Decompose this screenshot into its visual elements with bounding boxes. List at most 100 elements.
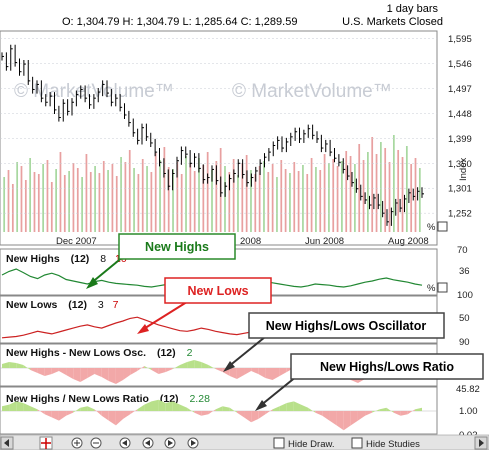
y-axis-label: Index (458, 158, 469, 181)
new-lows-callout-box (164, 277, 272, 304)
ratio-value: 2.28 (189, 393, 210, 405)
volume-bar (20, 166, 23, 232)
volume-bar (180, 174, 183, 232)
hide-draw-toggle[interactable]: Hide Draw. (273, 437, 334, 450)
volume-bar (323, 154, 326, 232)
main-percent-checkbox[interactable] (437, 221, 448, 232)
area-segment (329, 411, 337, 426)
volume-bar (206, 152, 209, 232)
new-lows-callout: New Lows (137, 277, 272, 334)
volume-bar (163, 147, 166, 232)
area-segment (115, 368, 124, 384)
volume-bar (211, 170, 213, 232)
volume-bar (120, 157, 122, 232)
area-segment (73, 407, 81, 413)
main-y-axis: 1,595 1,546 1,497 1,448 1,399 1,350 1,301 1,252 (448, 34, 472, 220)
volume-bar (358, 144, 361, 232)
area-segment (322, 411, 330, 421)
area-segment (144, 366, 152, 370)
volume-bar (388, 162, 391, 232)
volume-bar (89, 172, 92, 232)
volume-bar (76, 168, 79, 232)
hide-studies-checkbox[interactable] (351, 437, 363, 449)
new-lows-arrow (141, 299, 191, 331)
main-price-panel[interactable]: © MarketVolume™ © MarketVolume™ 1,5951,5… (0, 30, 472, 246)
ratio-area (2, 399, 422, 431)
scroll-right-button[interactable] (474, 436, 488, 450)
volume-bar (397, 150, 400, 232)
volume-bar (137, 174, 140, 232)
scroll-left-button[interactable] (0, 436, 14, 450)
interval-label: 1 day bars (387, 3, 439, 15)
area-segment (2, 362, 10, 368)
volume-bar (328, 163, 330, 232)
area-segment (44, 411, 52, 418)
area-segment (165, 368, 173, 372)
volume-bar (3, 177, 6, 232)
area-segment (108, 411, 116, 426)
ratio-callout: New Highs/Lows Ratio (255, 353, 484, 411)
volume-bar (341, 161, 343, 232)
area-segment (9, 362, 17, 368)
area-segment (130, 368, 138, 375)
volume-bar (254, 174, 257, 232)
price-series (1, 44, 424, 226)
oscillator-arrow (227, 336, 266, 368)
volume-bar (297, 171, 300, 232)
scroll-forward-button[interactable] (164, 437, 176, 449)
volume-bar (81, 177, 83, 232)
new-lows-name: New Lows (6, 299, 58, 311)
area-segment (30, 406, 38, 411)
area-segment (16, 363, 24, 368)
area-segment (94, 368, 102, 377)
new-highs-tick-100: 100 (457, 290, 473, 301)
area-segment (179, 404, 188, 411)
area-segment (208, 409, 216, 415)
y-tick-label: 1,546 (448, 59, 472, 70)
area-segment (251, 411, 259, 423)
volume-bar (319, 170, 322, 232)
y-tick-label: 1,448 (448, 109, 472, 120)
oscillator-callout-text: New Highs/Lows Oscillator (266, 319, 427, 333)
ohlc-readout: O: 1,304.79 H: 1,304.79 L: 1,285.64 C: 1… (62, 16, 297, 28)
scroll-end-button[interactable] (187, 437, 199, 449)
new-highs-tick-36: 36 (459, 266, 470, 277)
new-highs-checkbox[interactable] (437, 282, 448, 293)
hide-studies-toggle[interactable]: Hide Studies (351, 437, 420, 450)
scroll-back-button[interactable] (142, 437, 154, 449)
zoom-out-button[interactable] (90, 437, 102, 449)
area-segment (236, 411, 245, 418)
volume-bar (172, 169, 174, 232)
area-segment (251, 368, 259, 374)
volume-bar (68, 171, 70, 232)
volume-bar (224, 166, 226, 232)
volume-bar (418, 168, 421, 232)
volume-bar (176, 162, 179, 232)
area-segment (23, 403, 31, 411)
new-highs-value: 8 (100, 253, 106, 265)
volume-bar (241, 163, 244, 232)
scroll-start-button[interactable] (119, 437, 131, 449)
zoom-in-button[interactable] (71, 437, 83, 449)
volume-bar (59, 152, 62, 232)
area-segment (44, 368, 52, 376)
new-highs-callout: New Highs (86, 233, 236, 289)
new-lows-callout-text: New Lows (187, 284, 248, 298)
area-segment (194, 411, 202, 416)
hide-draw-label: Hide Draw. (288, 439, 334, 450)
bottom-toolbar: Hide Draw. Hide Studies (0, 434, 489, 450)
hide-draw-checkbox[interactable] (273, 437, 285, 449)
area-segment (108, 368, 116, 384)
area-segment (80, 368, 88, 382)
oscillator-value: 2 (187, 347, 193, 359)
ratio-panel[interactable]: New Highs / New Lows Ratio (12) 2.28 45.… (0, 384, 480, 441)
ratio-arrow (259, 375, 298, 407)
area-segment (137, 366, 145, 371)
area-segment (244, 411, 252, 423)
oscillator-callout-box (248, 312, 445, 339)
volume-bar (33, 172, 36, 232)
volume-bar (345, 151, 348, 232)
crosshair-button[interactable] (39, 436, 53, 450)
volume-bar (306, 174, 309, 232)
